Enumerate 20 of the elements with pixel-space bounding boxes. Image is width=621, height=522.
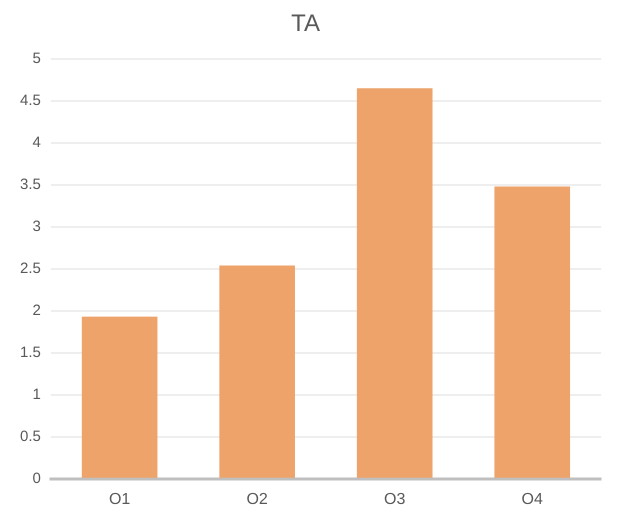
x-tick-label: O3 xyxy=(384,490,406,508)
y-tick-label: 4.5 xyxy=(20,92,41,109)
y-tick-label: 1 xyxy=(32,386,41,403)
y-tick-label: 5 xyxy=(32,50,41,67)
y-tick-label: 4 xyxy=(32,134,41,151)
y-tick-label: 3.5 xyxy=(20,176,41,193)
y-tick-label: 2.5 xyxy=(20,260,41,277)
chart-title: TA xyxy=(291,10,320,38)
bar xyxy=(82,316,158,478)
x-tick-label: O1 xyxy=(108,490,130,508)
x-tick-label: O4 xyxy=(522,490,544,508)
x-tick-label: O2 xyxy=(246,490,268,508)
y-tick-label: 2 xyxy=(32,302,41,319)
bar xyxy=(356,88,433,478)
bar xyxy=(494,186,570,478)
y-tick-label: 1.5 xyxy=(20,344,41,361)
y-tick-label: 0.5 xyxy=(20,428,41,445)
y-tick-label: 3 xyxy=(32,218,41,235)
bar xyxy=(219,265,295,478)
y-tick-label: 0 xyxy=(32,470,41,487)
